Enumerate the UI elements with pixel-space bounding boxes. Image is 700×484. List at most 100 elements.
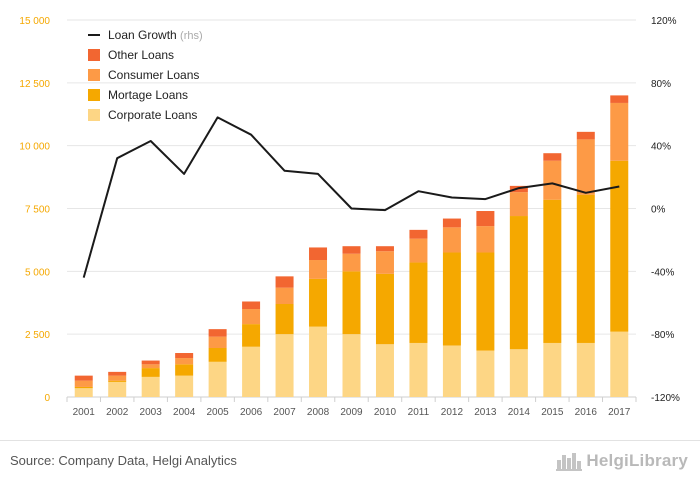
x-tick-label: 2011 [408, 407, 430, 418]
x-tick-label: 2005 [206, 407, 229, 418]
bar-segment [74, 375, 93, 381]
bar-segment [543, 153, 562, 161]
x-tick-label: 2006 [240, 407, 263, 418]
bar-segment [375, 344, 394, 397]
bar-segment [175, 364, 194, 376]
legend-item-loan-growth: Loan Growth (rhs) [88, 28, 203, 42]
bar-segment [242, 324, 261, 347]
helgi-library-logo[interactable]: HelgiLibrary [556, 449, 688, 473]
bar-segment [309, 260, 328, 279]
y-axis-right: -120% -80% -40% 0% 40% 80% 120% [651, 16, 680, 404]
y-left-tick-label: 10 000 [19, 142, 50, 153]
stacked-bar-line-chart: 2001 2002 2003 2004 2005 2006 2007 2008 2009 2010… [19, 16, 680, 418]
bar-segment [409, 262, 428, 343]
y-right-tick-label: 80% [651, 79, 671, 90]
y-right-tick-label: 0% [651, 205, 666, 216]
bar-stacks [74, 95, 629, 397]
footer: Source: Company Data, Helgi Analytics He… [0, 440, 700, 484]
x-tick-label: 2009 [340, 407, 363, 418]
bar-segment [476, 211, 495, 227]
y-right-tick-label: -80% [651, 330, 674, 341]
bar-segment [141, 360, 160, 365]
bar-segment [74, 386, 93, 389]
legend-note: (rhs) [180, 30, 203, 42]
bar-segment [610, 160, 629, 332]
bar-segment [141, 376, 160, 397]
bar-segment [476, 226, 495, 253]
bar-segment [175, 375, 194, 397]
bar-segment [409, 229, 428, 239]
x-tick-label: 2014 [508, 407, 531, 418]
x-tick-label: 2002 [106, 407, 129, 418]
bar-segment [309, 278, 328, 327]
bar-segment [208, 329, 227, 337]
bar-segment [509, 216, 528, 350]
x-tick-label: 2008 [307, 407, 330, 418]
bar-segment [476, 350, 495, 397]
bar-segment [576, 342, 595, 397]
bar-segment [442, 345, 461, 397]
bar-segment [576, 139, 595, 195]
legend-swatch [88, 89, 100, 101]
legend-item: Corporate Loans [88, 108, 197, 122]
bar-segment [509, 192, 528, 217]
bar-segment [543, 199, 562, 343]
bar-segment [610, 331, 629, 397]
bar-segment [375, 246, 394, 252]
bar-segment [309, 326, 328, 397]
bar-segment [610, 95, 629, 103]
loan-growth-line [82, 116, 620, 278]
bar-segment [208, 336, 227, 348]
x-axis: 2001 2002 2003 2004 2005 2006 2007 2008 2009 2010… [66, 397, 637, 418]
bar-segment [141, 368, 160, 377]
bar-segment [375, 251, 394, 274]
bar-segment [610, 102, 629, 161]
bar-segment [409, 238, 428, 263]
bar-segment [175, 358, 194, 365]
legend-swatch [88, 69, 100, 81]
bar-segment [74, 380, 93, 387]
y-left-tick-label: 7 500 [25, 205, 50, 216]
y-left-tick-label: 0 [44, 393, 50, 404]
bar-segment [476, 252, 495, 351]
bar-segment [409, 342, 428, 397]
x-tick-label: 2013 [474, 407, 497, 418]
bar-segment [141, 364, 160, 369]
legend-swatch [88, 109, 100, 121]
y-left-tick-label: 15 000 [19, 16, 50, 27]
legend-item: Other Loans [88, 48, 174, 62]
legend-label: Loan Growth (rhs) [108, 28, 203, 42]
bar-segment [543, 160, 562, 200]
x-tick-label: 2010 [374, 407, 397, 418]
x-tick-label: 2016 [575, 407, 598, 418]
bar-segment [108, 380, 127, 382]
bar-segment [442, 227, 461, 253]
bar-segment [576, 194, 595, 343]
bar-segment [342, 271, 361, 335]
x-tick-label: 2003 [140, 407, 163, 418]
bar-segment [342, 246, 361, 254]
bar-segment [309, 247, 328, 261]
bar-segment [275, 334, 294, 397]
legend-label: Other Loans [108, 48, 174, 62]
y-left-tick-label: 12 500 [19, 79, 50, 90]
legend-item: Mortage Loans [88, 88, 188, 102]
bar-segment [242, 309, 261, 325]
legend-label: Consumer Loans [108, 68, 199, 82]
legend-label: Mortage Loans [108, 88, 188, 102]
x-tick-label: 2001 [73, 407, 96, 418]
bar-segment [509, 349, 528, 397]
bar-segment [375, 273, 394, 345]
y-left-tick-label: 2 500 [25, 330, 50, 341]
bar-segment [208, 361, 227, 397]
bar-segment [442, 218, 461, 228]
logo-text: HelgiLibrary [586, 451, 688, 470]
bar-segment [242, 346, 261, 397]
loan-growth-line-group [82, 116, 620, 278]
x-tick-label: 2015 [541, 407, 564, 418]
bar-segment [175, 353, 194, 359]
bar-segment [242, 301, 261, 310]
bar-segment [208, 347, 227, 362]
legend-label: Corporate Loans [108, 108, 197, 122]
bar-segment [275, 304, 294, 335]
